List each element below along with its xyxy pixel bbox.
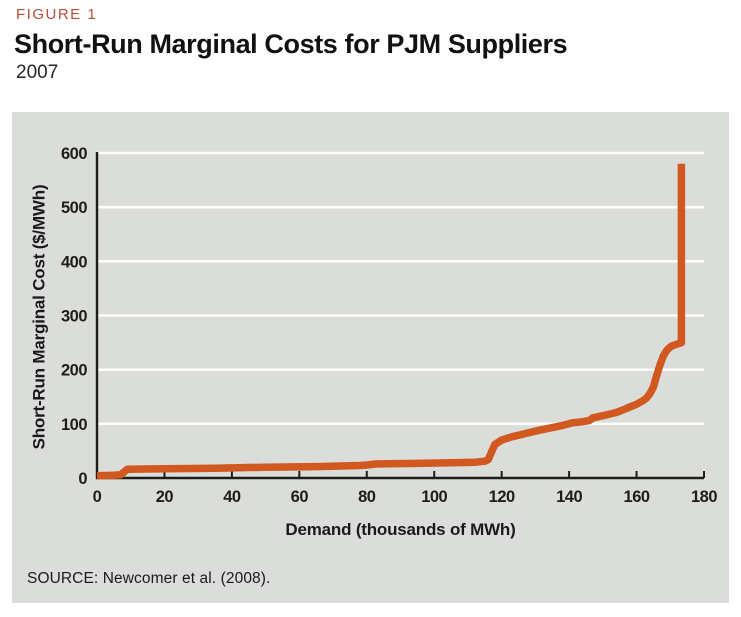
figure-subtitle: 2007: [16, 62, 59, 83]
y-tick-label-0: 0: [78, 470, 87, 488]
y-tick-label-600: 600: [61, 145, 87, 163]
y-axis-title: Short-Run Marginal Cost ($/MWh): [29, 184, 49, 450]
x-tick-label-180: 180: [691, 488, 717, 506]
x-tick-label-20: 20: [156, 488, 174, 506]
x-axis-title: Demand (thousands of MWh): [285, 520, 516, 539]
x-tick-label-100: 100: [421, 488, 447, 506]
cost-curve: [96, 163, 686, 480]
x-tick-label-0: 0: [93, 488, 102, 506]
x-tick-label-120: 120: [489, 488, 515, 506]
x-tick-label-160: 160: [624, 488, 650, 506]
figure-header: FIGURE 1 Short-Run Marginal Costs for PJ…: [14, 6, 726, 84]
x-tick-label-80: 80: [358, 488, 376, 506]
y-tick-label-100: 100: [61, 416, 87, 434]
source-note: SOURCE: Newcomer et al. (2008).: [27, 570, 271, 587]
chart-panel: 0 100 200 300 400 500 600 0 20 40 60 80 100 120 140 160…: [12, 112, 729, 603]
y-tick-label-500: 500: [61, 199, 87, 217]
figure-label: FIGURE 1: [16, 6, 98, 23]
figure-title: Short-Run Marginal Costs for PJM Supplie…: [14, 29, 568, 59]
y-tick-label-400: 400: [61, 253, 87, 271]
marginal-cost-chart: 0 100 200 300 400 500 600 0 20 40 60 80 100 120 140 160…: [61, 145, 718, 506]
y-tick-label-200: 200: [61, 362, 87, 380]
y-tick-label-300: 300: [61, 308, 87, 326]
x-tick-label-60: 60: [291, 488, 309, 506]
x-tick-label-40: 40: [223, 488, 241, 506]
x-tick-label-140: 140: [556, 488, 582, 506]
